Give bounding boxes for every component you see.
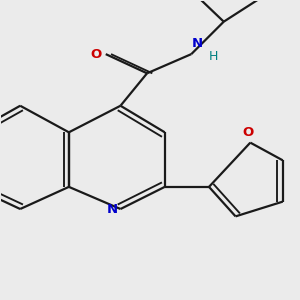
Text: N: N	[191, 37, 203, 50]
Text: H: H	[208, 50, 218, 62]
Text: O: O	[91, 48, 102, 61]
Text: N: N	[106, 202, 118, 215]
Text: O: O	[243, 126, 254, 139]
